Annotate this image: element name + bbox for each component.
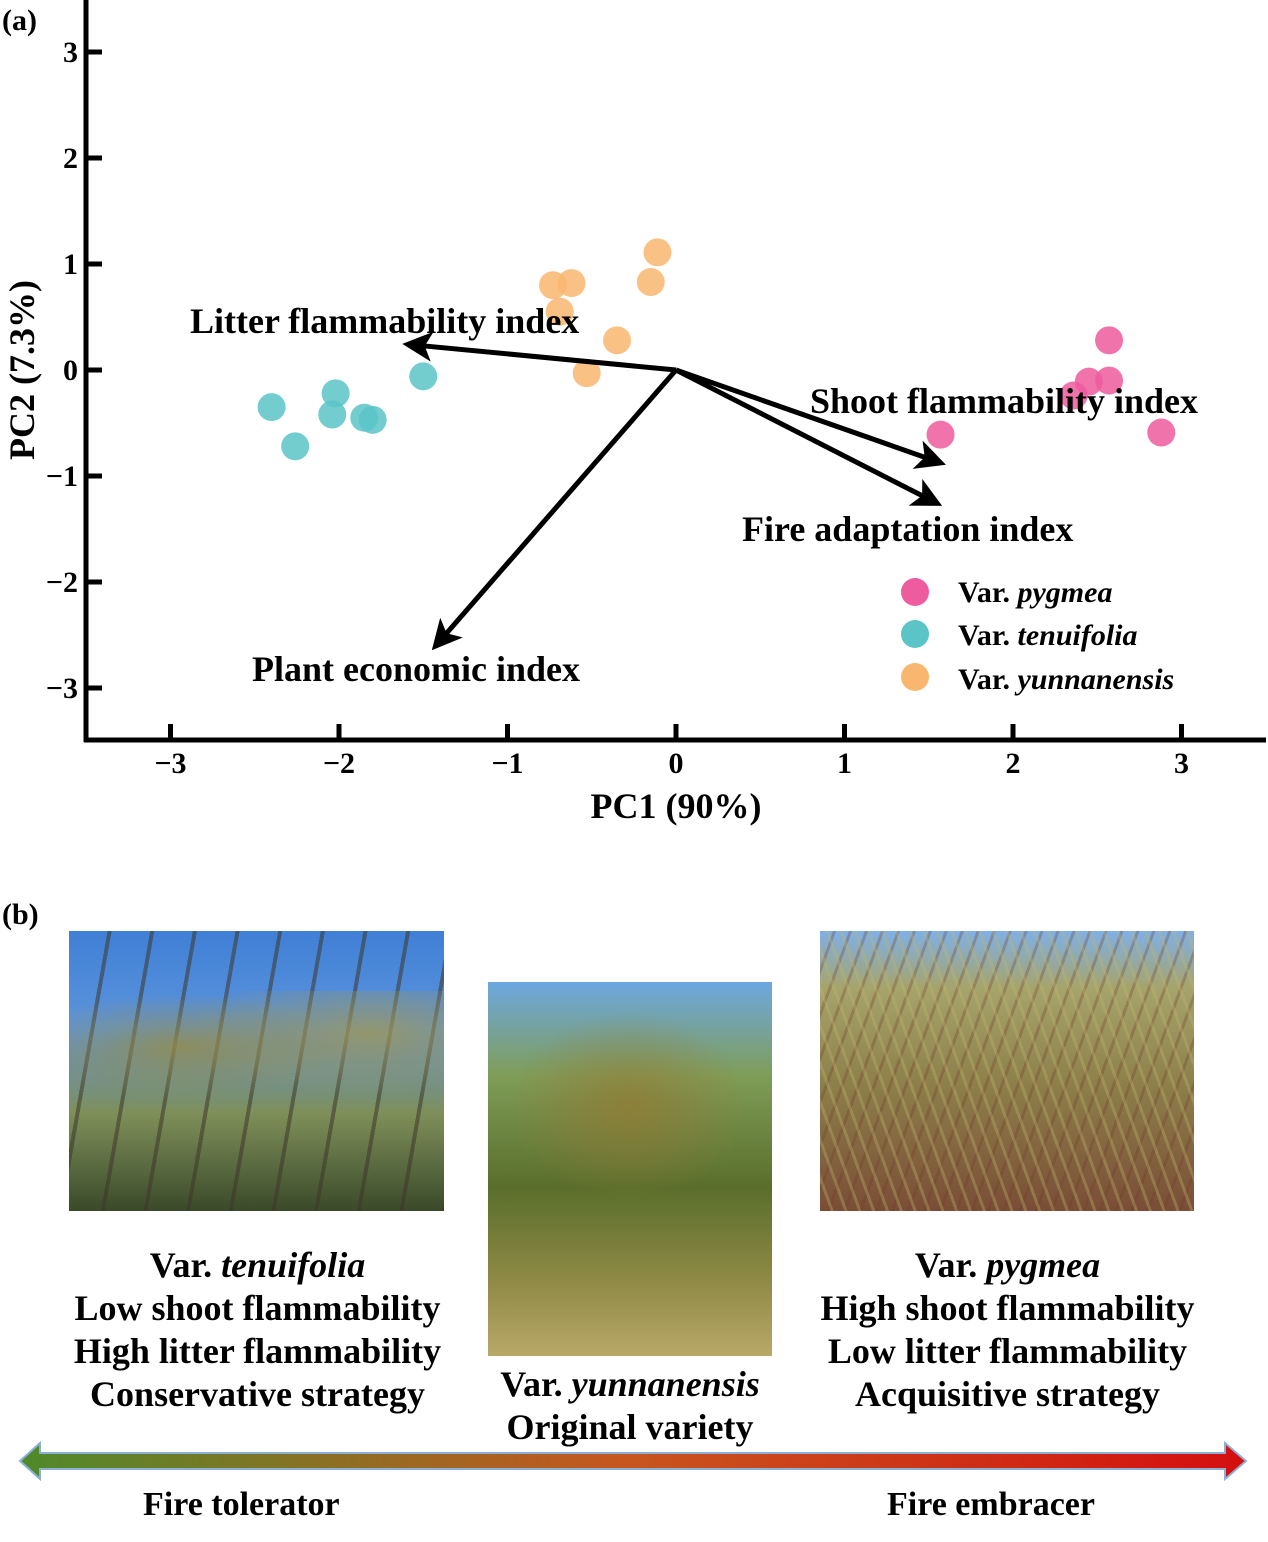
loading-arrow-0: [402, 331, 677, 373]
photo-pygmea-shrubs: [820, 931, 1194, 1211]
data-point-yunnanensis: [603, 326, 632, 355]
data-point-pygmea: [1059, 381, 1088, 410]
x-tick-label: 3: [1174, 747, 1189, 780]
data-point-tenuifolia: [409, 362, 438, 391]
data-point-tenuifolia: [281, 432, 310, 461]
x-tick-label: −3: [154, 747, 186, 780]
caption-tenuifolia: Var. tenuifolia Low shoot flammability H…: [73, 1245, 442, 1414]
data-point-tenuifolia: [358, 405, 387, 434]
loading-label-litter: Litter flammability index: [190, 301, 579, 341]
y-tick-label: −1: [46, 460, 78, 493]
loading-arrow-1: [675, 367, 946, 469]
x-tick-label: −1: [491, 747, 523, 780]
legend-label-pygmea: Var. pygmea: [958, 576, 1112, 609]
legend-marker-pygmea: [901, 578, 929, 606]
data-point-yunnanensis: [545, 297, 574, 326]
x-tick-label: 1: [837, 747, 852, 780]
pca-biplot: −3 −2 −1 0 1 2 3 −3 −2 −1 0 1 2 3 PC1 (90%) PC2 (7.3%…: [2, 0, 1266, 826]
x-axis-label: PC1 (90%): [591, 786, 762, 826]
legend-label-tenuifolia: Var. tenuifolia: [958, 619, 1138, 652]
caption-pygmea: Var. pygmea High shoot flammability Low …: [820, 1245, 1195, 1414]
data-point-pygmea: [1147, 418, 1176, 447]
x-tick-label: −2: [323, 747, 355, 780]
y-axis-label: PC2 (7.3%): [2, 280, 42, 460]
data-point-yunnanensis: [538, 271, 567, 300]
y-tick-label: −2: [46, 566, 78, 599]
data-point-yunnanensis: [572, 359, 601, 388]
data-point-yunnanensis: [643, 238, 672, 267]
data-point-tenuifolia: [257, 393, 286, 422]
data-point-tenuifolia: [321, 379, 350, 408]
fire-strategy-gradient-arrow: [18, 1440, 1248, 1482]
loading-label-fire: Fire adaptation index: [742, 509, 1073, 549]
legend: Var. pygmea Var. tenuifolia Var. yunnane…: [901, 576, 1174, 696]
panel-a-label: (a): [2, 4, 37, 37]
fire-tolerator-label: Fire tolerator: [143, 1486, 340, 1523]
x-tick-label: 2: [1006, 747, 1021, 780]
caption-yunnanensis: Var. yunnanensis Original variety: [500, 1364, 760, 1447]
loading-label-economic: Plant economic index: [252, 649, 580, 689]
y-tick-label: 0: [63, 354, 78, 387]
data-point-tenuifolia: [318, 400, 347, 429]
data-point-pygmea: [1095, 326, 1124, 355]
legend-label-yunnanensis: Var. yunnanensis: [958, 663, 1174, 696]
loading-arrow-3: [431, 368, 678, 651]
loading-arrow-2: [674, 367, 943, 506]
y-tick-label: 1: [63, 248, 78, 281]
y-tick-label: 3: [63, 36, 78, 69]
loading-label-shoot: Shoot flammability index: [810, 381, 1198, 421]
photo-tenuifolia-forest: [69, 931, 444, 1211]
x-tick-label: 0: [669, 747, 684, 780]
fire-embracer-label: Fire embracer: [887, 1486, 1095, 1523]
data-point-yunnanensis: [636, 268, 665, 297]
y-tick-label: 2: [63, 142, 78, 175]
data-point-pygmea: [1095, 366, 1124, 395]
photo-yunnanensis-tree: [488, 982, 772, 1356]
legend-marker-tenuifolia: [901, 620, 929, 648]
panel-b-label: (b): [2, 898, 39, 931]
legend-marker-yunnanensis: [901, 663, 929, 691]
data-point-pygmea: [926, 420, 955, 449]
y-tick-label: −3: [46, 672, 78, 705]
